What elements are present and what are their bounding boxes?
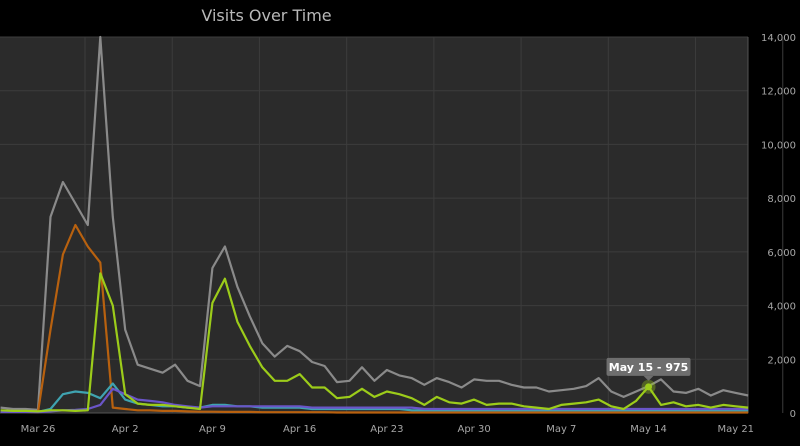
tooltip-text: May 15 - 975 <box>609 361 689 374</box>
x-tick-label: Mar 26 <box>21 424 56 435</box>
y-tick-label: 8,000 <box>767 194 796 205</box>
y-tick-label: 0 <box>790 409 796 420</box>
y-tick-label: 10,000 <box>761 140 796 151</box>
tooltip-point <box>645 383 653 391</box>
x-tick-label: May 7 <box>546 424 576 435</box>
plot-area <box>0 37 748 413</box>
y-tick-label: 4,000 <box>767 302 796 313</box>
series-line-3 <box>0 382 749 413</box>
tooltip-arrow <box>643 375 654 381</box>
y-tick-label: 6,000 <box>767 248 796 259</box>
x-tick-label: Apr 16 <box>283 424 316 435</box>
series-line-2 <box>0 223 749 414</box>
y-tick-label: 14,000 <box>761 33 796 44</box>
x-tick-label: Apr 30 <box>457 424 490 435</box>
tooltip-box <box>606 357 691 376</box>
x-tick-label: Apr 9 <box>199 424 226 435</box>
x-tick-label: May 21 <box>717 424 754 435</box>
y-tick-label: 12,000 <box>761 87 796 98</box>
series-line-5 <box>0 272 749 413</box>
chart-title: Visits Over Time <box>201 6 332 25</box>
x-tick-label: Apr 23 <box>370 424 403 435</box>
y-tick-label: 2,000 <box>767 355 796 366</box>
x-tick-label: May 14 <box>630 424 667 435</box>
x-tick-label: Apr 2 <box>112 424 139 435</box>
series-line-1 <box>0 35 749 411</box>
